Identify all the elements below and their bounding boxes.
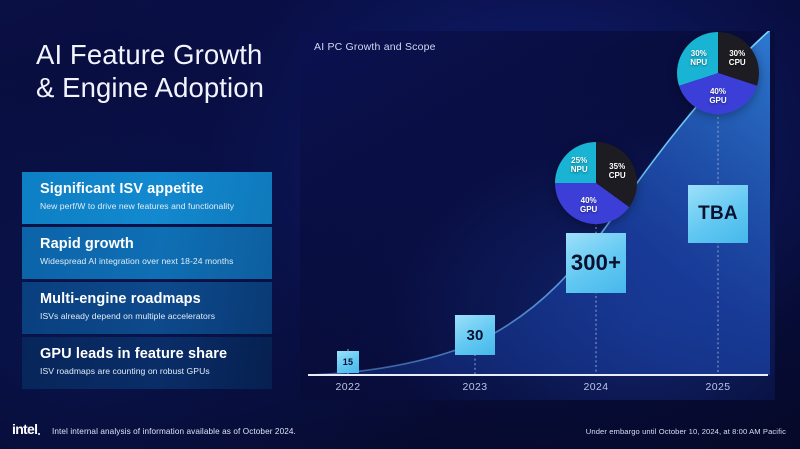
chart-value-box-2025[interactable]: TBA [688,185,748,243]
x-axis-label-2025: 2025 [705,381,731,393]
chart-title: AI PC Growth and Scope [314,41,436,53]
chart-value-box-2022[interactable]: 15 [337,351,359,373]
feature-card-list: Significant ISV appetite New perf/W to d… [22,172,272,392]
feature-card-3[interactable]: GPU leads in feature share ISV roadmaps … [22,337,272,389]
feature-card-2[interactable]: Multi-engine roadmaps ISVs already depen… [22,282,272,334]
feature-card-0[interactable]: Significant ISV appetite New perf/W to d… [22,172,272,224]
feature-card-subtitle: Widespread AI integration over next 18-2… [40,256,234,267]
footer: intel Intel internal analysis of informa… [0,411,800,449]
page-title-line-1: AI Feature Growth [36,39,263,70]
feature-card-subtitle: ISV roadmaps are counting on robust GPUs [40,366,210,377]
feature-card-subtitle: New perf/W to drive new features and fun… [40,201,235,212]
chart-area-fill [310,31,770,375]
x-axis-label-2023: 2023 [462,381,488,393]
x-axis-label-2022: 2022 [335,381,361,393]
chart-value-box-2023[interactable]: 30 [455,315,495,355]
footer-note: Intel internal analysis of information a… [52,427,296,436]
feature-card-title: Significant ISV appetite [40,181,204,197]
page-title-line-2: & Engine Adoption [36,72,264,103]
feature-card-subtitle: ISVs already depend on multiple accelera… [40,311,216,322]
intel-logo: intel [12,421,41,437]
feature-card-title: GPU leads in feature share [40,346,228,362]
feature-card-1[interactable]: Rapid growth Widespread AI integration o… [22,227,272,279]
pie-chart-2024[interactable] [555,142,637,224]
feature-card-title: Multi-engine roadmaps [40,291,201,307]
pie-chart-2025[interactable] [677,32,759,114]
page-title: AI Feature Growth & Engine Adoption [36,38,296,104]
chart-value-box-2024[interactable]: 300+ [566,233,626,293]
chart-panel: AI PC Growth and Scope 2022 2023 2024 2025 1… [300,31,775,400]
x-axis-label-2024: 2024 [583,381,609,393]
embargo-notice: Under embargo until October 10, 2024, at… [585,427,786,436]
feature-card-title: Rapid growth [40,236,134,252]
chart-plot-area: 2022 2023 2024 2025 15 30 300+ TBA 35% CPU 40% GPU 2… [300,31,775,400]
